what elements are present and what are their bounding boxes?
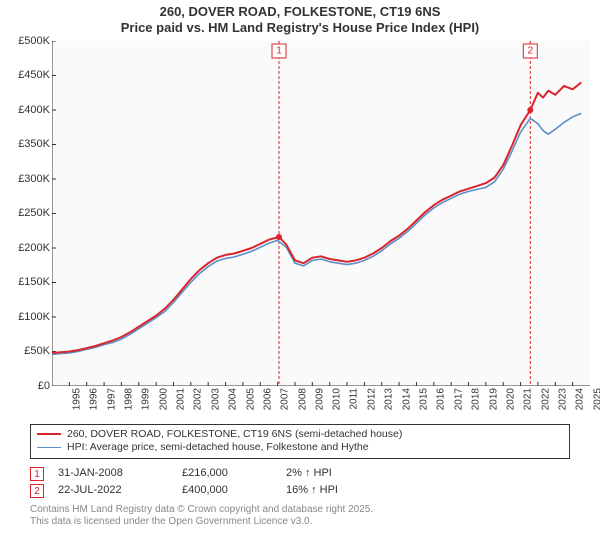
chart-wrap: £0 £50K £100K £150K £200K £250K £300K £350K £400…	[10, 41, 590, 422]
title-line-1: 260, DOVER ROAD, FOLKESTONE, CT19 6NS	[0, 4, 600, 20]
y-tick-label: £450K	[18, 69, 50, 81]
x-tick-label: 2019	[488, 388, 499, 410]
x-axis-labels: 1995 1996 1997 1998 1999 2000 2001 2002 2003 2004…	[52, 386, 590, 422]
y-tick-label: £400K	[18, 104, 50, 116]
x-tick-label: 2003	[210, 388, 221, 410]
marker-date: 22-JUL-2022	[58, 482, 168, 500]
legend-row: HPI: Average price, semi-detached house,…	[37, 441, 563, 455]
y-tick-label: £50K	[24, 345, 50, 357]
x-tick-label: 1998	[123, 388, 134, 410]
x-tick-label: 2012	[366, 388, 377, 410]
x-tick-label: 2023	[557, 388, 568, 410]
y-tick-label: £300K	[18, 173, 50, 185]
x-tick-label: 2007	[280, 388, 291, 410]
x-tick-label: 2021	[522, 388, 533, 410]
x-tick-label: 2010	[332, 388, 343, 410]
x-tick-label: 2022	[540, 388, 551, 410]
x-tick-label: 2006	[262, 388, 273, 410]
x-tick-label: 2009	[314, 388, 325, 410]
y-tick-label: £0	[38, 380, 50, 392]
legend-swatch	[37, 447, 61, 448]
legend-row: 260, DOVER ROAD, FOLKESTONE, CT19 6NS (s…	[37, 428, 563, 442]
chart-titles: 260, DOVER ROAD, FOLKESTONE, CT19 6NS Pr…	[0, 0, 600, 37]
y-tick-label: £150K	[18, 276, 50, 288]
y-tick-label: £250K	[18, 207, 50, 219]
marker-price: £216,000	[182, 465, 272, 483]
copyright-line-2: This data is licensed under the Open Gov…	[30, 516, 570, 529]
x-tick-label: 2002	[193, 388, 204, 410]
x-tick-label: 2015	[418, 388, 429, 410]
marker-delta: 2% ↑ HPI	[286, 465, 376, 483]
x-tick-label: 2013	[384, 388, 395, 410]
legend-label: HPI: Average price, semi-detached house,…	[67, 441, 369, 455]
marker-table-row: 1 31-JAN-2008 £216,000 2% ↑ HPI	[30, 465, 570, 483]
x-tick-label: 2020	[505, 388, 516, 410]
x-tick-label: 2014	[401, 388, 412, 410]
legend-label: 260, DOVER ROAD, FOLKESTONE, CT19 6NS (s…	[67, 428, 402, 442]
title-line-2: Price paid vs. HM Land Registry's House …	[0, 20, 600, 36]
x-tick-label: 2000	[158, 388, 169, 410]
marker-delta: 16% ↑ HPI	[286, 482, 376, 500]
y-tick-label: £500K	[18, 35, 50, 47]
plot-area: £0£50K£100K£150K£200K£250K£300K£350K£400…	[10, 41, 590, 386]
marker-table: 1 31-JAN-2008 £216,000 2% ↑ HPI 2 22-JUL-2022…	[30, 465, 570, 500]
marker-badge: 2	[30, 484, 44, 498]
x-tick-label: 2005	[245, 388, 256, 410]
svg-text:2: 2	[528, 45, 534, 56]
x-tick-label: 2004	[227, 388, 238, 410]
marker-date: 31-JAN-2008	[58, 465, 168, 483]
copyright-line-1: Contains HM Land Registry data © Crown c…	[30, 504, 570, 517]
y-tick-label: £200K	[18, 242, 50, 254]
copyright: Contains HM Land Registry data © Crown c…	[30, 504, 570, 529]
line-chart-svg: 12	[52, 41, 590, 386]
marker-price: £400,000	[182, 482, 272, 500]
x-tick-label: 2017	[453, 388, 464, 410]
legend-box: 260, DOVER ROAD, FOLKESTONE, CT19 6NS (s…	[30, 424, 570, 459]
x-tick-label: 2016	[436, 388, 447, 410]
marker-badge: 1	[30, 467, 44, 481]
x-tick-label: 2008	[297, 388, 308, 410]
marker-table-row: 2 22-JUL-2022 £400,000 16% ↑ HPI	[30, 482, 570, 500]
svg-text:1: 1	[276, 45, 282, 56]
x-tick-label: 2001	[175, 388, 186, 410]
x-tick-label: 2025	[592, 388, 600, 410]
x-tick-label: 1996	[89, 388, 100, 410]
x-tick-label: 1999	[141, 388, 152, 410]
x-tick-label: 1995	[71, 388, 82, 410]
legend-swatch	[37, 433, 61, 435]
x-tick-label: 2024	[575, 388, 586, 410]
x-tick-label: 2018	[470, 388, 481, 410]
y-tick-label: £100K	[18, 311, 50, 323]
y-tick-label: £350K	[18, 138, 50, 150]
x-tick-label: 2011	[348, 388, 359, 410]
x-tick-label: 1997	[106, 388, 117, 410]
chart-container: 260, DOVER ROAD, FOLKESTONE, CT19 6NS Pr…	[0, 0, 600, 560]
